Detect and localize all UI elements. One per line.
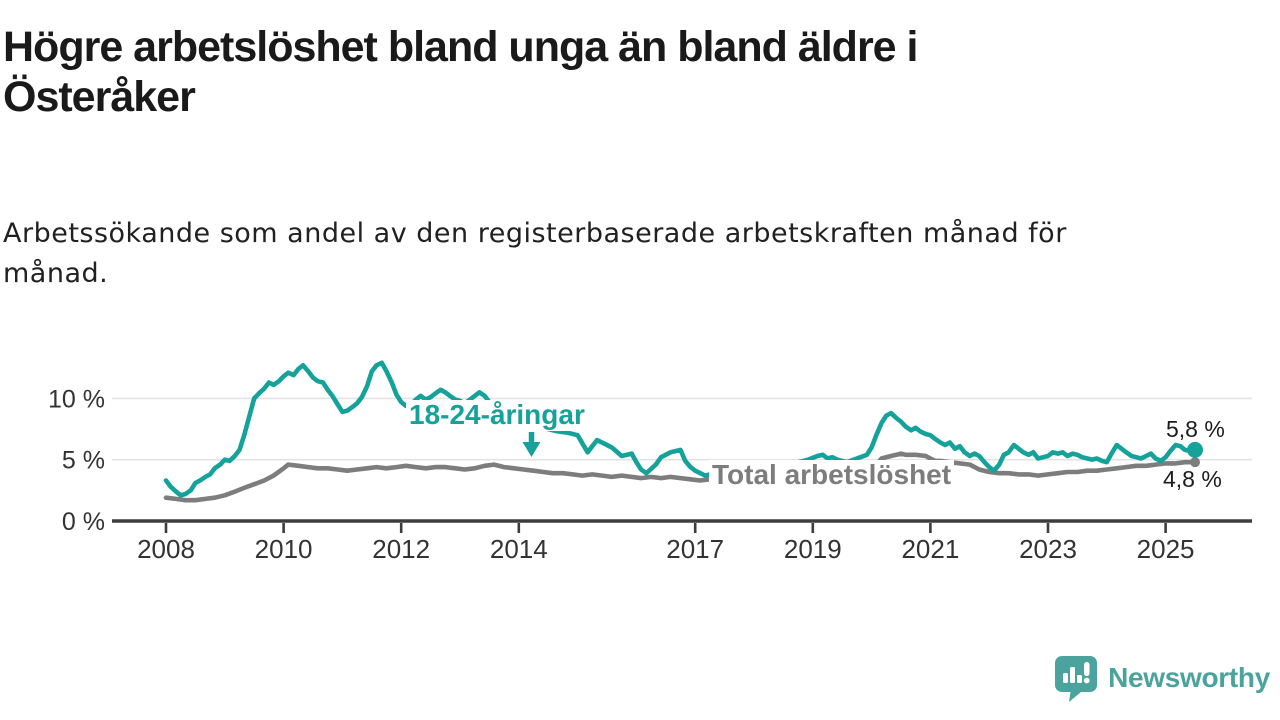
x-axis-tick-label: 2010: [255, 534, 313, 564]
x-axis-tick-label: 2014: [490, 534, 548, 564]
chart-subtitle-line1: Arbetssökande som andel av den registerb…: [3, 218, 1067, 249]
series-line-total: [163, 451, 1198, 503]
end-value-label-young: 5,8 %: [1166, 416, 1225, 442]
x-axis-tick-label: 2021: [901, 534, 959, 564]
page-title: Högre arbetslöshet bland unga än bland ä…: [3, 22, 1183, 122]
x-axis-tick-label: 2008: [137, 534, 195, 564]
chart-subtitle: Arbetssökande som andel av den registerb…: [3, 214, 1203, 294]
x-axis-tick-label: 2025: [1137, 534, 1195, 564]
y-axis-tick-label: 10 %: [48, 385, 105, 413]
series-label-young: 18-24-åringar: [406, 399, 588, 432]
chart-subtitle-line2: månad.: [3, 258, 109, 289]
y-axis-tick-label: 0 %: [62, 508, 105, 536]
newsworthy-logo-icon: [1053, 654, 1099, 703]
y-axis-tick-label: 5 %: [62, 447, 105, 475]
series-line-young: [163, 360, 1198, 498]
x-axis-tick-label: 2023: [1019, 534, 1077, 564]
series-end-dot-young: [1187, 441, 1203, 458]
x-axis-tick-label: 2012: [372, 534, 430, 564]
down-arrow-icon: [521, 431, 542, 458]
series-end-dot-total: [1190, 457, 1200, 468]
x-axis-tick-label: 2017: [666, 534, 724, 564]
series-label-total: Total arbetslöshet: [709, 459, 955, 492]
x-axis-tick-label: 2019: [784, 534, 842, 564]
newsworthy-brand: Newsworthy: [1053, 653, 1270, 703]
page-title-line2: Österåker: [3, 73, 196, 121]
newsworthy-brand-text: Newsworthy: [1108, 662, 1270, 693]
end-value-label-total: 4,8 %: [1163, 466, 1222, 492]
page-title-line1: Högre arbetslöshet bland unga än bland ä…: [3, 23, 919, 71]
